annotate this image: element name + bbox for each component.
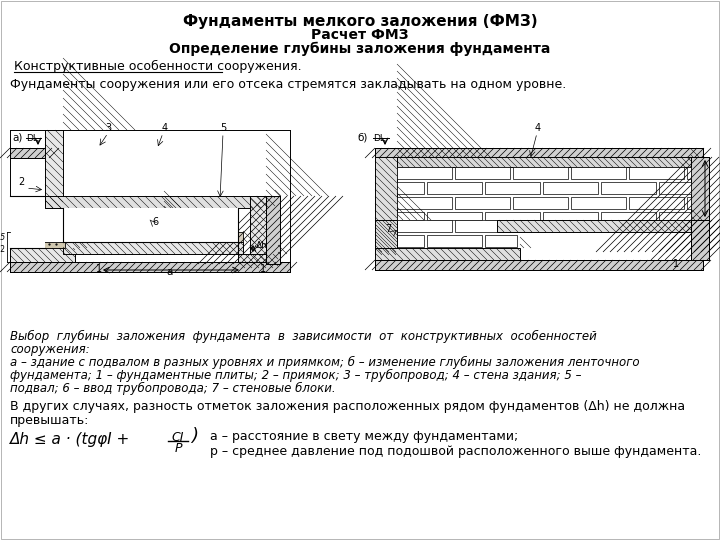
Bar	[513, 197, 568, 209]
Text: р – среднее давление под подошвой расположенного выше фундамента.: р – среднее давление под подошвой распол…	[210, 445, 701, 458]
Bar	[455, 197, 510, 209]
Bar	[10, 148, 55, 158]
Bar	[427, 212, 482, 220]
Text: ): )	[191, 427, 198, 445]
Text: 2: 2	[18, 177, 24, 187]
Text: Фундаменты мелкого заложения (ФМЗ): Фундаменты мелкого заложения (ФМЗ)	[183, 14, 537, 29]
Bar	[691, 157, 709, 252]
Bar	[629, 167, 684, 179]
Text: 7: 7	[385, 224, 391, 234]
Text: DL: DL	[26, 134, 38, 143]
Bar	[601, 212, 656, 220]
Bar	[513, 250, 517, 255]
Bar	[397, 212, 424, 220]
Bar	[571, 197, 626, 209]
Text: Фундаменты сооружения или его отсека стремятся закладывать на одном уровне.: Фундаменты сооружения или его отсека стр…	[10, 78, 566, 91]
Text: В других случаях, разность отметок заложения расположенных рядом фундаментов (Δh: В других случаях, разность отметок залож…	[10, 400, 685, 413]
Bar	[543, 182, 598, 194]
Bar	[375, 220, 397, 255]
Text: а – здание с подвалом в разных уровнях и приямком; б – изменение глубины заложен: а – здание с подвалом в разных уровнях и…	[10, 356, 639, 369]
Bar	[397, 157, 691, 167]
Text: Δh ≤ a · (tgφI +: Δh ≤ a · (tgφI +	[10, 432, 130, 447]
Bar	[427, 235, 482, 247]
Text: Δh: Δh	[256, 241, 268, 250]
Bar	[250, 196, 266, 262]
Text: 1: 1	[673, 259, 679, 269]
Bar	[687, 197, 691, 209]
Bar	[485, 235, 517, 247]
Text: 4: 4	[535, 123, 541, 133]
Text: Выбор  глубины  заложения  фундамента  в  зависимости  от  конструктивных  особе: Выбор глубины заложения фундамента в зав…	[10, 330, 597, 343]
Text: P: P	[174, 442, 181, 455]
Text: б): б)	[357, 133, 367, 143]
Bar	[659, 182, 691, 194]
Bar	[10, 262, 290, 272]
Bar	[375, 148, 703, 158]
Bar	[397, 167, 452, 179]
Bar	[375, 260, 703, 270]
Bar	[45, 196, 275, 208]
Bar	[543, 212, 598, 220]
Bar	[629, 197, 684, 209]
Bar	[45, 130, 63, 208]
Bar	[397, 197, 452, 209]
Bar	[687, 167, 691, 179]
Bar	[485, 212, 540, 220]
Text: 6: 6	[152, 217, 158, 227]
Bar	[63, 232, 243, 242]
Text: сооружения:: сооружения:	[10, 343, 90, 356]
Bar	[238, 254, 278, 268]
Text: фундамента; 1 – фундаментные плиты; 2 – приямок; 3 – трубопровод; 4 – стена здан: фундамента; 1 – фундаментные плиты; 2 – …	[10, 369, 582, 382]
Text: 1: 1	[96, 264, 102, 274]
Text: DL: DL	[373, 134, 385, 143]
Bar	[455, 167, 510, 179]
Bar	[266, 196, 280, 264]
Bar	[63, 208, 238, 242]
Bar	[140, 210, 164, 232]
Bar	[397, 235, 424, 247]
Bar	[691, 220, 709, 260]
Text: Определение глубины заложения фундамента: Определение глубины заложения фундамента	[169, 42, 551, 56]
Bar	[485, 182, 540, 194]
Bar	[601, 182, 656, 194]
Bar	[691, 220, 709, 260]
Bar	[375, 248, 520, 260]
Bar	[691, 157, 709, 252]
Text: 4: 4	[162, 123, 168, 133]
Text: 1: 1	[260, 264, 266, 274]
Text: 0,2: 0,2	[0, 245, 6, 254]
Bar	[397, 250, 452, 255]
Text: превышать:: превышать:	[10, 414, 89, 427]
Bar	[375, 148, 703, 158]
Text: а: а	[167, 267, 174, 277]
Text: 5: 5	[220, 123, 226, 133]
Bar	[455, 250, 510, 255]
Bar	[10, 196, 45, 248]
Bar	[427, 182, 482, 194]
Bar	[455, 220, 510, 232]
Bar	[571, 167, 626, 179]
Bar	[497, 220, 691, 232]
Bar	[10, 262, 290, 272]
Bar	[10, 248, 75, 262]
Text: а – расстояние в свету между фундаментами;: а – расстояние в свету между фундаментам…	[210, 430, 518, 443]
Bar	[10, 242, 65, 248]
Bar	[375, 157, 397, 252]
Text: а): а)	[12, 133, 22, 143]
Bar	[513, 167, 568, 179]
Bar	[513, 220, 517, 232]
Text: 0,5: 0,5	[0, 233, 6, 242]
Text: Расчет ФМЗ: Расчет ФМЗ	[311, 28, 409, 42]
Text: Конструктивные особенности сооружения.: Конструктивные особенности сооружения.	[14, 60, 302, 73]
Bar	[10, 148, 55, 158]
Bar	[63, 242, 243, 254]
Bar	[266, 196, 280, 264]
Bar	[397, 182, 424, 194]
Text: 3: 3	[105, 123, 111, 133]
Bar	[397, 220, 452, 232]
Bar	[375, 260, 703, 270]
Text: подвал; 6 – ввод трубопровода; 7 – стеновые блоки.: подвал; 6 – ввод трубопровода; 7 – стено…	[10, 382, 336, 395]
Bar	[659, 212, 691, 220]
Text: CI: CI	[172, 431, 184, 444]
